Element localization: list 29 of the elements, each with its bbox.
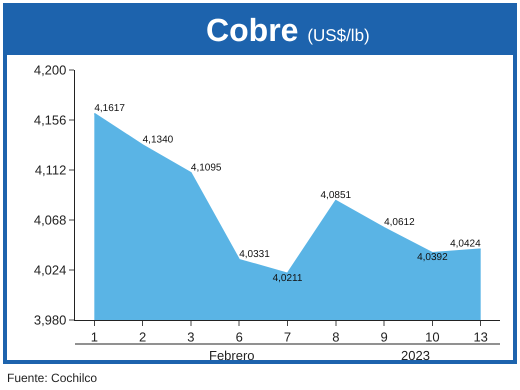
data-label: 4,0612	[384, 217, 416, 228]
y-tick-label: 4,068	[34, 212, 66, 228]
x-tick-label: 1	[90, 330, 98, 345]
chart-title: Cobre	[206, 12, 298, 48]
data-label: 4,0211	[272, 272, 303, 284]
y-tick-label: 4,200	[34, 62, 66, 78]
x-tick-label: 9	[380, 330, 388, 345]
x-tick-label: 7	[284, 330, 292, 345]
data-label: 4,0424	[450, 238, 482, 250]
text: 2023	[401, 348, 430, 363]
source-note: Fuente: Cochilco	[7, 371, 98, 385]
data-label: 4,1095	[190, 162, 222, 174]
x-tick-label: 13	[473, 330, 488, 345]
y-tick-label: 4,112	[34, 162, 66, 178]
data-label: 4,0392	[417, 252, 448, 264]
data-label: 4,0331	[239, 249, 270, 260]
x-tick-label: 3	[187, 330, 195, 345]
text: Febrero	[209, 348, 255, 363]
data-label: 4,1340	[142, 134, 174, 146]
x-tick-label: 2	[138, 330, 146, 345]
y-tick-label: 3,980	[34, 312, 66, 328]
chart-subtitle: (US$/lb)	[307, 26, 370, 45]
data-label: 4,1617	[94, 103, 126, 114]
y-tick-label: 4,156	[34, 112, 66, 128]
x-tick-label: 10	[425, 330, 440, 345]
x-tick-label: 8	[332, 330, 340, 345]
y-tick-label: 4,024	[34, 262, 66, 278]
x-tick-label: 6	[236, 330, 243, 345]
data-label: 4,0851	[320, 190, 352, 202]
